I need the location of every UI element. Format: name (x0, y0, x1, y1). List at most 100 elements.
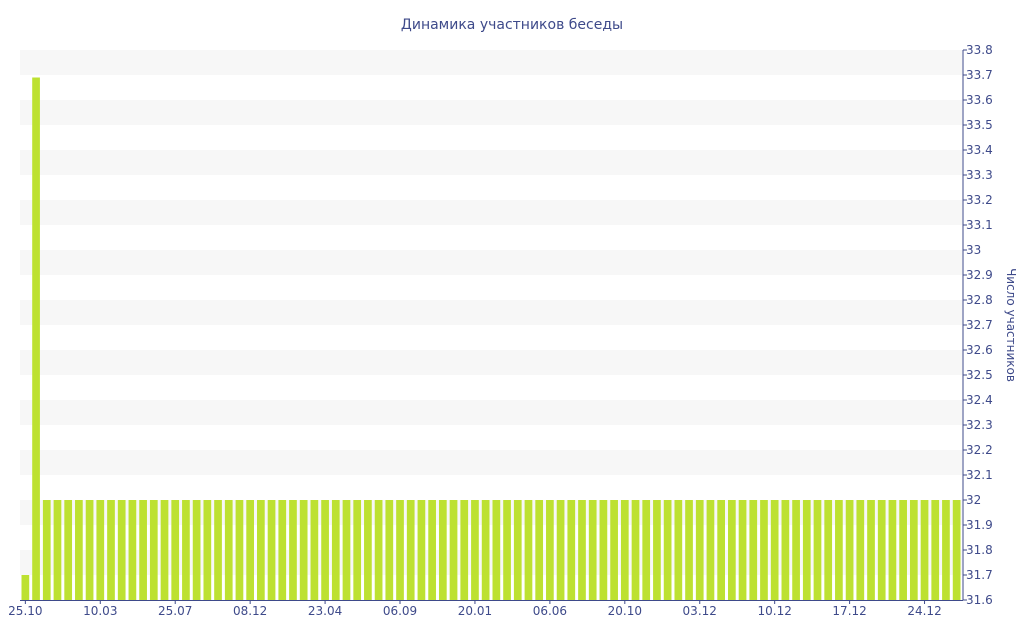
bar (182, 500, 190, 600)
bar (53, 500, 62, 600)
bar (653, 500, 661, 600)
bar (310, 500, 319, 600)
grid-band (20, 100, 962, 125)
y-tick-label: 33.3 (966, 168, 993, 182)
bar (192, 500, 201, 600)
bar (224, 500, 233, 600)
y-tick-label: 33.6 (966, 93, 993, 107)
x-tick-label: 20.01 (458, 604, 492, 618)
x-tick-label: 20.10 (608, 604, 642, 618)
bar (149, 500, 158, 600)
bar (738, 500, 747, 600)
x-tick-label: 10.12 (757, 604, 791, 618)
bar (471, 500, 479, 600)
bar (331, 500, 340, 600)
y-tick-label: 33.7 (966, 68, 993, 82)
bar (867, 500, 875, 600)
bar (96, 500, 105, 600)
bar (481, 500, 490, 600)
bar (289, 500, 297, 600)
bar (535, 500, 544, 600)
bar (760, 500, 768, 600)
bar (706, 500, 715, 600)
y-axis: 31.6 31.7 31.8 31.9 32 32.1 32.2 32.3 32.4 32.5 32… (962, 43, 993, 607)
bar (342, 500, 351, 600)
bar (492, 500, 501, 600)
bar (877, 500, 886, 600)
bar (802, 500, 811, 600)
bar (813, 500, 822, 600)
grid-band (20, 400, 962, 425)
y-tick-label: 31.6 (966, 593, 993, 607)
bar (781, 500, 790, 600)
bar (406, 500, 415, 600)
y-tick-label: 33.1 (966, 218, 993, 232)
y-axis-label: Число участников (1004, 268, 1018, 382)
bar (610, 500, 618, 600)
y-tick-label: 33.2 (966, 193, 993, 207)
bar (792, 500, 800, 600)
y-tick-label: 33.8 (966, 43, 993, 57)
chart-title: Динамика участников беседы (401, 17, 623, 33)
bar (835, 500, 843, 600)
bar (728, 500, 736, 600)
bar (278, 500, 287, 600)
x-tick-label: 17.12 (832, 604, 866, 618)
grid-band (20, 200, 962, 225)
bar (567, 500, 576, 600)
y-tick-label: 32.9 (966, 268, 993, 282)
bar (267, 500, 276, 600)
bar (75, 500, 83, 600)
bar (685, 500, 693, 600)
x-tick-label: 03.12 (683, 604, 717, 618)
bar (546, 500, 554, 600)
x-tick-label: 25.10 (8, 604, 42, 618)
bar (824, 500, 833, 600)
bar (428, 500, 436, 600)
bar (171, 500, 180, 600)
y-tick-label: 32.7 (966, 318, 993, 332)
y-tick-label: 32 (966, 493, 981, 507)
bar (556, 500, 565, 600)
y-tick-label: 32.4 (966, 393, 993, 407)
y-tick-label: 31.9 (966, 518, 993, 532)
bars (21, 77, 961, 600)
grid-band (20, 250, 962, 275)
bar (235, 500, 244, 600)
bar (42, 500, 51, 600)
bar (21, 575, 30, 600)
bar (321, 500, 329, 600)
x-tick-label: 25.07 (158, 604, 192, 618)
bar (856, 500, 865, 600)
bar (642, 500, 651, 600)
bar (663, 500, 672, 600)
bar (503, 500, 511, 600)
x-tick-label: 06.09 (383, 604, 417, 618)
y-tick-label: 32.5 (966, 368, 993, 382)
bar (909, 500, 918, 600)
x-tick-label: 24.12 (907, 604, 941, 618)
bar (524, 500, 533, 600)
y-tick-label: 32.6 (966, 343, 993, 357)
bar (417, 500, 426, 600)
bar (438, 500, 447, 600)
bar (160, 500, 169, 600)
grid-bands (20, 50, 962, 575)
bar (770, 500, 779, 600)
bar (117, 500, 126, 600)
grid-band (20, 150, 962, 175)
bar (599, 500, 608, 600)
bar (578, 500, 586, 600)
bar (588, 500, 597, 600)
bar (717, 500, 725, 600)
x-axis: 25.10 10.03 25.07 08.12 23.04 06.09 20.01 06.06… (8, 600, 963, 618)
bar (920, 500, 929, 600)
y-tick-label: 32.8 (966, 293, 993, 307)
bar (952, 500, 961, 600)
bar (299, 500, 308, 600)
bar (364, 500, 372, 600)
bar (942, 500, 950, 600)
bar (214, 500, 222, 600)
